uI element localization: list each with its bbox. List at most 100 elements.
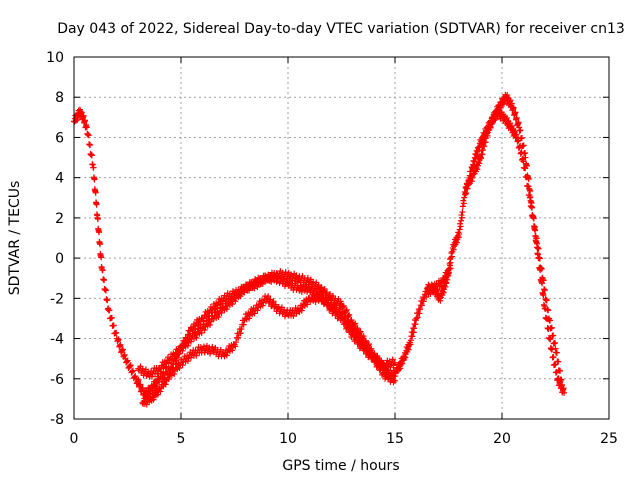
data-point-interp — [87, 142, 94, 149]
data-point-interp — [545, 307, 552, 314]
data-point-interp — [251, 310, 258, 317]
data-point-interp — [361, 340, 368, 347]
data-point-interp — [367, 347, 374, 354]
data-point-interp — [314, 286, 321, 293]
data-point-interp — [104, 297, 111, 304]
data-point-interp — [200, 318, 207, 325]
data-point-interp — [240, 321, 247, 328]
data-point-interp — [315, 282, 322, 289]
data-point-interp — [535, 245, 542, 252]
data-point-interp — [198, 329, 205, 336]
data-point-interp — [504, 92, 511, 99]
data-point-interp — [369, 352, 376, 359]
x-tick-label: 20 — [493, 431, 511, 447]
data-point-interp — [171, 371, 178, 378]
data-point-interp — [131, 374, 138, 381]
y-tick-label: 0 — [55, 251, 64, 267]
data-point-interp — [550, 353, 557, 360]
data-point-interp — [455, 234, 462, 241]
data-point-interp — [523, 174, 530, 181]
data-point-interp — [91, 176, 98, 183]
data-point-interp — [179, 362, 186, 369]
data-point-interp — [92, 189, 99, 196]
data-point-interp — [229, 290, 236, 297]
data-point-interp — [157, 388, 164, 395]
data-point-interp — [229, 301, 236, 308]
data-point-interp — [435, 290, 442, 297]
data-point-interp — [174, 354, 181, 361]
data-point-interp — [351, 321, 358, 328]
data-point-interp — [455, 229, 462, 236]
data-point-interp — [518, 149, 525, 156]
y-tick-label: -2 — [50, 291, 64, 307]
data-point-interp — [207, 321, 214, 328]
data-point-interp — [517, 142, 524, 149]
data-point-interp — [364, 344, 371, 351]
data-point-interp — [165, 359, 172, 366]
data-point-interp — [179, 347, 186, 354]
data-point-interp — [237, 330, 244, 337]
data-point-interp — [157, 368, 164, 375]
data-point-interp — [207, 318, 214, 325]
data-point-interp — [541, 303, 548, 310]
data-point-interp — [88, 152, 95, 159]
data-point-interp — [137, 381, 144, 388]
data-point-interp — [130, 367, 137, 374]
data-point-interp — [233, 339, 240, 346]
data-point-interp — [543, 297, 550, 304]
data-point-interp — [512, 109, 519, 116]
data-point-interp — [273, 278, 280, 285]
data-point-interp — [459, 203, 466, 210]
data-point-interp — [316, 295, 323, 302]
data-point-interp — [102, 287, 109, 294]
data-point-interp — [126, 363, 133, 370]
data-point-interp — [343, 307, 350, 314]
data-point-interp — [94, 212, 101, 219]
data-point-interp — [533, 235, 540, 242]
data-point-interp — [318, 284, 325, 291]
data-point-interp — [259, 302, 266, 309]
data-point-interp — [340, 309, 347, 316]
series-track-e — [462, 107, 565, 388]
data-point-interp — [461, 194, 468, 201]
data-point-interp — [512, 127, 519, 134]
y-tick-label: 10 — [46, 50, 64, 66]
data-point-interp — [232, 298, 239, 305]
data-point-interp — [94, 216, 101, 223]
y-tick-label: -6 — [50, 372, 64, 388]
data-point-interp — [270, 298, 277, 305]
data-point-interp — [209, 343, 216, 350]
data-point-interp — [352, 320, 359, 327]
data-point-interp — [108, 314, 115, 321]
data-point-interp — [555, 358, 562, 365]
data-point-interp — [530, 214, 537, 221]
data-point-interp — [78, 109, 85, 116]
data-point-interp — [135, 376, 142, 383]
data-point-interp — [391, 359, 398, 366]
series-track-c — [139, 291, 398, 408]
data-point-interp — [293, 272, 300, 279]
data-point-interp — [508, 122, 515, 129]
data-point-interp — [343, 306, 350, 313]
axes — [73, 56, 610, 420]
data-point-interp — [553, 349, 560, 356]
data-point-interp — [353, 327, 360, 334]
y-tick-label: 2 — [55, 211, 64, 227]
data-point-interp — [184, 358, 191, 365]
data-point-interp — [347, 321, 354, 328]
data-point-interp — [223, 306, 230, 313]
data-point-interp — [552, 339, 559, 346]
series-track-b — [135, 271, 398, 380]
data-point-interp — [540, 292, 547, 299]
data-point-interp — [83, 122, 90, 129]
data-point-interp — [508, 100, 515, 107]
data-point-interp — [389, 356, 396, 363]
data-point-interp — [433, 286, 440, 293]
data-point-interp — [148, 373, 155, 380]
data-point-interp — [560, 385, 567, 392]
data-point-interp — [121, 351, 128, 358]
data-point-interp — [294, 276, 301, 283]
data-point-interp — [90, 164, 97, 171]
